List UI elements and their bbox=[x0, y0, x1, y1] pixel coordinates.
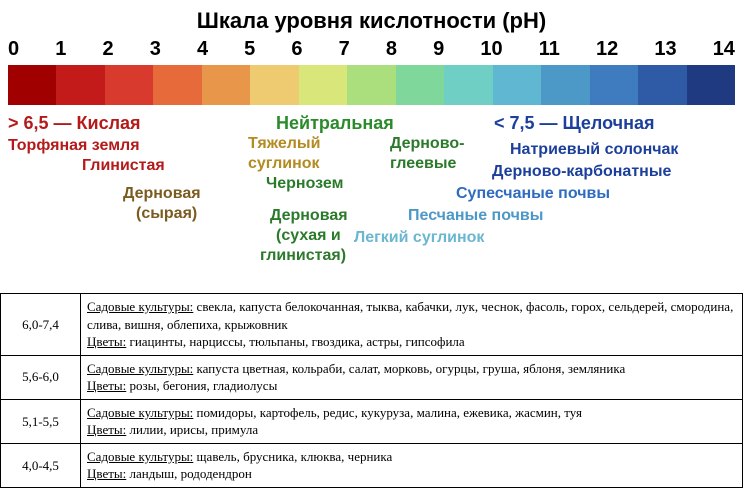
crops-label: Садовые культуры: bbox=[87, 405, 193, 420]
ph-soil-label: Дерновая bbox=[270, 207, 348, 225]
ph-tick: 13 bbox=[654, 38, 676, 61]
ph-scale-cell bbox=[687, 65, 735, 105]
ph-labels-area: > 6,5 — Кислая Торфяная земля Глинистая Дер… bbox=[8, 113, 735, 289]
ph-scale-cell bbox=[347, 65, 395, 105]
table-row: 5,6-6,0Садовые культуры: капуста цветная… bbox=[1, 355, 743, 399]
crops-list: капуста цветная, кольраби, салат, морков… bbox=[193, 361, 625, 376]
flowers-list: ландыш, рододендрон bbox=[126, 466, 252, 481]
ph-soil-label: Торфяная земля bbox=[8, 137, 140, 155]
ph-tick: 4 bbox=[197, 38, 208, 61]
ph-tick: 6 bbox=[291, 38, 302, 61]
crops-list: щавель, брусника, клюква, черника bbox=[193, 449, 392, 464]
ph-tick: 8 bbox=[386, 38, 397, 61]
ph-scale-cell bbox=[541, 65, 589, 105]
ph-range-cell: 5,6-6,0 bbox=[1, 355, 81, 399]
ph-scale-cell bbox=[105, 65, 153, 105]
ph-scale-cell bbox=[56, 65, 104, 105]
page-title: Шкала уровня кислотности (pH) bbox=[0, 0, 743, 34]
ph-range-cell: 4,0-4,5 bbox=[1, 443, 81, 487]
crops-cell: Садовые культуры: свекла, капуста белоко… bbox=[81, 294, 743, 356]
ph-range-cell: 5,1-5,5 bbox=[1, 399, 81, 443]
ph-scale-cell bbox=[590, 65, 638, 105]
ph-soil-label: > 6,5 — Кислая bbox=[8, 113, 141, 134]
crops-cell: Садовые культуры: помидоры, картофель, р… bbox=[81, 399, 743, 443]
ph-soil-label: Песчаные почвы bbox=[408, 207, 543, 225]
ph-scale-cell bbox=[202, 65, 250, 105]
ph-tick: 5 bbox=[244, 38, 255, 61]
crops-label: Садовые культуры: bbox=[87, 299, 193, 314]
ph-scale-cell bbox=[493, 65, 541, 105]
ph-range-cell: 6,0-7,4 bbox=[1, 294, 81, 356]
ph-soil-label: < 7,5 — Щелочная bbox=[494, 113, 654, 134]
ph-tick: 12 bbox=[596, 38, 618, 61]
crops-table: 6,0-7,4Садовые культуры: свекла, капуста… bbox=[0, 293, 743, 488]
ph-soil-label: Натриевый солончак bbox=[510, 141, 678, 159]
ph-soil-label: Тяжелый bbox=[248, 135, 320, 153]
ph-tick: 11 bbox=[539, 38, 560, 61]
crops-cell: Садовые культуры: щавель, брусника, клюк… bbox=[81, 443, 743, 487]
ph-soil-label: Легкий суглинок bbox=[354, 229, 484, 247]
ph-soil-label: Дерново-карбонатные bbox=[492, 163, 671, 181]
ph-tick: 10 bbox=[480, 38, 502, 61]
table-row: 6,0-7,4Садовые культуры: свекла, капуста… bbox=[1, 294, 743, 356]
crops-cell: Садовые культуры: капуста цветная, кольр… bbox=[81, 355, 743, 399]
flowers-label: Цветы: bbox=[87, 378, 126, 393]
ph-soil-label: глеевые bbox=[390, 155, 456, 173]
ph-scale-cell bbox=[153, 65, 201, 105]
ph-scale-cell bbox=[396, 65, 444, 105]
flowers-label: Цветы: bbox=[87, 422, 126, 437]
crops-list: помидоры, картофель, редис, кукуруза, ма… bbox=[193, 405, 582, 420]
flowers-label: Цветы: bbox=[87, 466, 126, 481]
ph-scale-cell bbox=[638, 65, 686, 105]
ph-soil-label: Чернозем bbox=[266, 175, 343, 193]
ph-tick: 1 bbox=[55, 38, 66, 61]
ph-soil-label: (сырая) bbox=[136, 205, 197, 223]
ph-soil-label: Нейтральная bbox=[276, 113, 394, 134]
ph-soil-label: Дерновая bbox=[123, 185, 201, 203]
ph-ticks: 01234567891011121314 bbox=[0, 34, 743, 63]
table-row: 4,0-4,5Садовые культуры: щавель, брусник… bbox=[1, 443, 743, 487]
crops-label: Садовые культуры: bbox=[87, 449, 193, 464]
ph-soil-label: Супесчаные почвы bbox=[456, 185, 610, 203]
crops-tbody: 6,0-7,4Садовые культуры: свекла, капуста… bbox=[1, 294, 743, 488]
ph-tick: 14 bbox=[713, 38, 735, 61]
ph-tick: 7 bbox=[339, 38, 350, 61]
ph-tick: 9 bbox=[433, 38, 444, 61]
ph-soil-label: Дерново- bbox=[390, 135, 464, 153]
ph-tick: 2 bbox=[102, 38, 113, 61]
ph-soil-label: Глинистая bbox=[82, 157, 165, 175]
ph-scale-cell bbox=[250, 65, 298, 105]
flowers-list: гиацинты, нарциссы, тюльпаны, гвоздика, … bbox=[126, 334, 464, 349]
ph-soil-label: (сухая и bbox=[276, 227, 341, 245]
ph-soil-label: глинистая) bbox=[260, 247, 346, 265]
flowers-list: розы, бегония, гладиолусы bbox=[126, 378, 277, 393]
ph-tick: 0 bbox=[8, 38, 19, 61]
ph-soil-label: суглинок bbox=[248, 155, 320, 173]
flowers-list: лилии, ирисы, примула bbox=[126, 422, 258, 437]
table-row: 5,1-5,5Садовые культуры: помидоры, карто… bbox=[1, 399, 743, 443]
flowers-label: Цветы: bbox=[87, 334, 126, 349]
ph-scale bbox=[8, 65, 735, 105]
ph-scale-cell bbox=[444, 65, 492, 105]
ph-tick: 3 bbox=[150, 38, 161, 61]
ph-scale-cell bbox=[8, 65, 56, 105]
crops-label: Садовые культуры: bbox=[87, 361, 193, 376]
ph-scale-cell bbox=[299, 65, 347, 105]
